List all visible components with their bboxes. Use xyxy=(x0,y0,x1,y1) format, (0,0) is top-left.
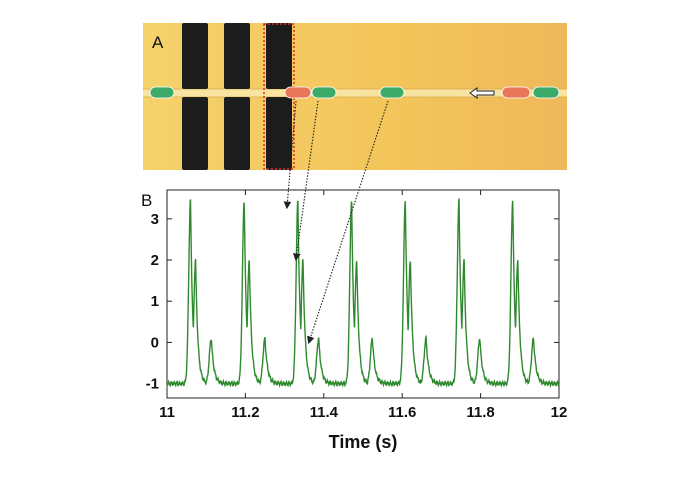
y-tick-label: -1 xyxy=(146,376,159,393)
flow-direction-arrow-icon xyxy=(469,87,495,99)
droplet-green xyxy=(532,86,560,99)
electrode-1-bottom xyxy=(182,97,208,170)
electrode-2-top xyxy=(224,23,250,89)
x-tick-label: 11.2 xyxy=(231,404,259,421)
x-tick-label: 11 xyxy=(159,404,175,421)
x-axis: 11 11.2 11.4 11.6 11.8 12 xyxy=(159,190,567,421)
panel-a-letter: A xyxy=(152,33,164,52)
x-axis-title: Time (s) xyxy=(329,432,398,452)
electrode-3-top xyxy=(266,23,292,89)
y-axis: -1 0 1 2 3 xyxy=(146,211,559,393)
x-tick-label: 11.4 xyxy=(310,404,339,421)
arrow-green-droplet xyxy=(292,100,319,262)
droplet-red xyxy=(501,86,531,99)
droplet-green xyxy=(311,86,337,99)
sensing-electrode-highlight xyxy=(263,23,295,170)
panel-b-letter: B xyxy=(141,191,152,210)
electrode-1-top xyxy=(182,23,208,89)
electrode-2-bottom xyxy=(224,97,250,170)
y-tick-label: 0 xyxy=(151,334,159,351)
x-tick-label: 12 xyxy=(551,404,568,421)
electrode-3-bottom xyxy=(266,97,292,170)
droplet-green xyxy=(149,86,175,99)
panel-a: A xyxy=(143,23,567,170)
x-tick-label: 11.8 xyxy=(466,404,494,421)
x-tick-label: 11.6 xyxy=(388,404,416,421)
y-tick-label: 3 xyxy=(151,211,159,228)
droplet-red xyxy=(284,86,312,99)
signal-trace xyxy=(166,198,560,389)
plot-frame xyxy=(166,189,560,399)
y-tick-label: 1 xyxy=(151,293,159,310)
y-tick-label: 2 xyxy=(151,252,159,269)
correspondence-arrows xyxy=(283,100,389,345)
droplet-green xyxy=(379,86,405,99)
microchannel xyxy=(143,89,567,97)
arrow-green-droplet-far xyxy=(307,100,389,345)
